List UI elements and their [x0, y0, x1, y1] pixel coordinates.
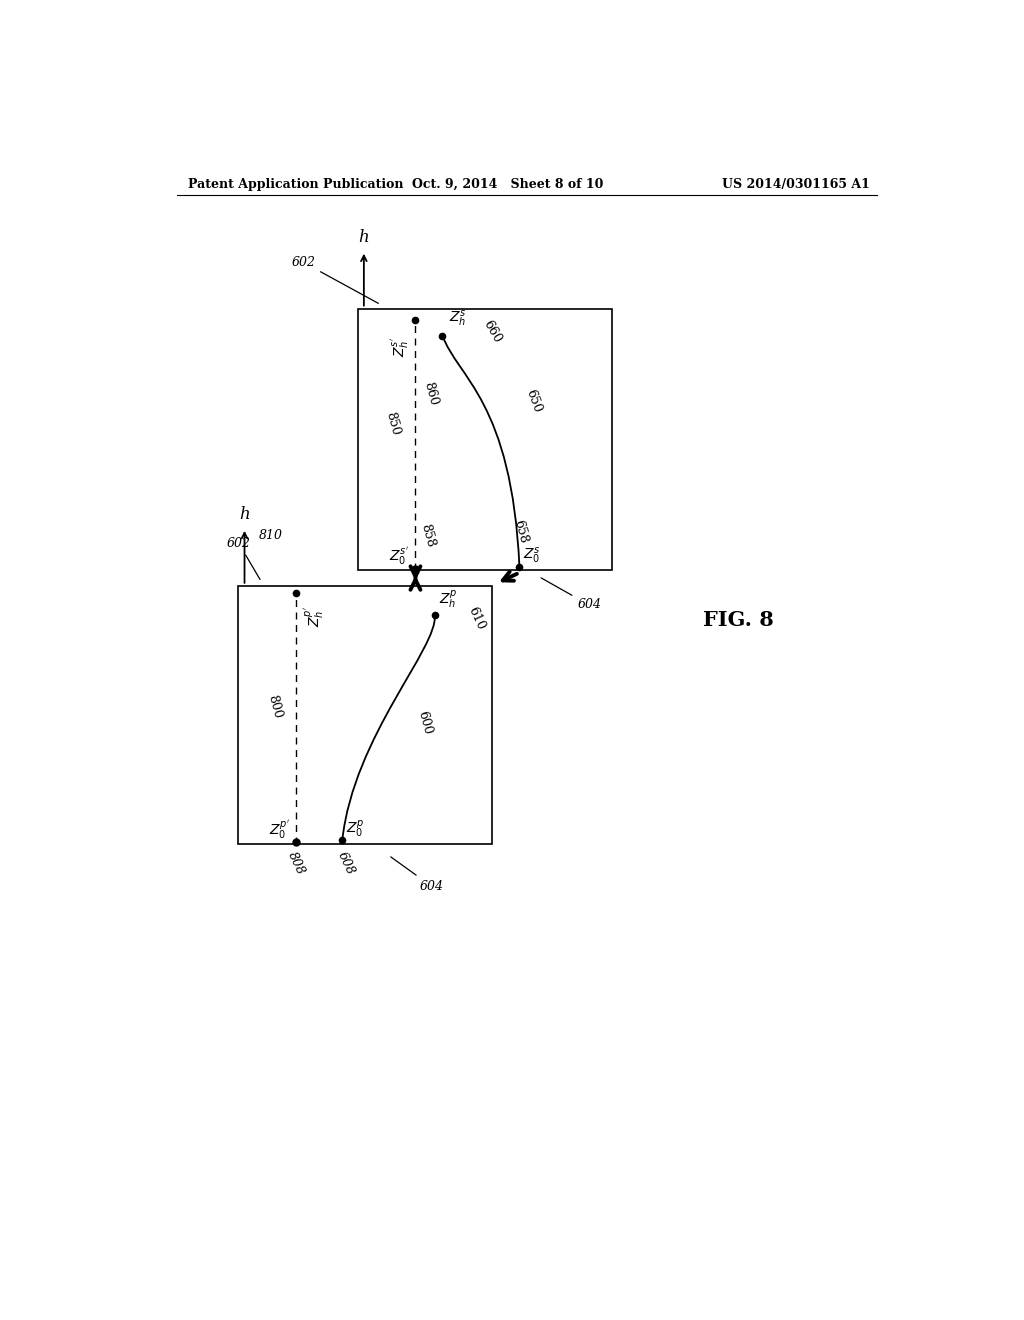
Text: 604: 604: [541, 578, 601, 611]
Bar: [239, 586, 493, 843]
Text: 810: 810: [258, 529, 283, 543]
Text: $Z^{s}_{h}$: $Z^{s}_{h}$: [449, 309, 466, 330]
Text: $Z^{s}_{0}$: $Z^{s}_{0}$: [523, 546, 541, 566]
Text: 602: 602: [226, 537, 260, 579]
Text: US 2014/0301165 A1: US 2014/0301165 A1: [722, 178, 869, 190]
Text: 610: 610: [466, 606, 487, 632]
Text: $Z^{p'}_{h}$: $Z^{p'}_{h}$: [302, 606, 326, 627]
Text: 660: 660: [481, 318, 504, 346]
Text: 604: 604: [391, 857, 443, 892]
Text: $Z^{p}_{0}$: $Z^{p}_{0}$: [346, 820, 365, 841]
Text: Patent Application Publication: Patent Application Publication: [188, 178, 403, 190]
Text: 658: 658: [512, 519, 530, 545]
Text: h: h: [240, 507, 250, 524]
Text: 860: 860: [421, 380, 439, 407]
Text: Oct. 9, 2014   Sheet 8 of 10: Oct. 9, 2014 Sheet 8 of 10: [413, 178, 603, 190]
Text: $Z^{p'}_{0}$: $Z^{p'}_{0}$: [268, 818, 290, 841]
Bar: [357, 309, 611, 570]
Text: FIG. 8: FIG. 8: [703, 610, 774, 631]
Text: h: h: [358, 230, 370, 246]
Text: 600: 600: [416, 709, 434, 735]
Text: 808: 808: [285, 849, 307, 876]
Text: 650: 650: [523, 388, 544, 414]
Text: 858: 858: [419, 523, 437, 549]
Text: 800: 800: [265, 694, 284, 721]
Text: 850: 850: [383, 411, 401, 437]
Text: $Z^{s'}_{0}$: $Z^{s'}_{0}$: [389, 545, 410, 568]
Text: $Z^{p}_{h}$: $Z^{p}_{h}$: [439, 589, 458, 610]
Text: $Z^{s'}_{h}$: $Z^{s'}_{h}$: [389, 337, 411, 358]
Text: 602: 602: [292, 256, 379, 304]
Text: 608: 608: [335, 849, 357, 876]
